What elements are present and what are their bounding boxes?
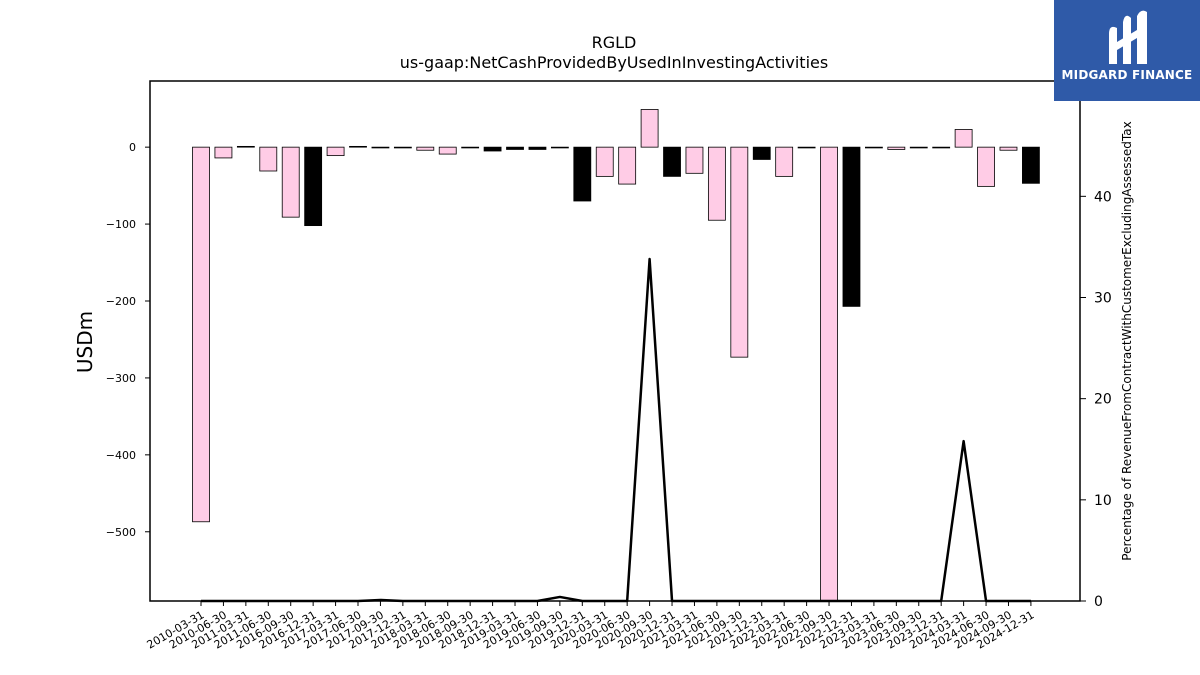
bar	[259, 146, 278, 172]
bar	[506, 146, 524, 150]
bar	[820, 146, 838, 602]
bar	[977, 146, 995, 187]
y-axis-label: USDm	[73, 311, 97, 373]
chart-title: RGLD	[592, 33, 637, 52]
bar	[842, 146, 861, 307]
bar	[349, 145, 367, 148]
y-tick-label: 0	[129, 141, 136, 154]
bar	[416, 146, 435, 151]
y-tick-label: −300	[106, 372, 136, 385]
bar	[663, 146, 681, 177]
bar	[192, 146, 210, 523]
bar	[618, 146, 637, 185]
line-series-group	[201, 257, 1031, 603]
bar	[595, 146, 614, 177]
bar	[573, 146, 592, 202]
bar	[326, 146, 345, 157]
y2-tick-label: 20	[1094, 392, 1112, 408]
y2-tick-label: 40	[1094, 189, 1112, 205]
bar	[865, 146, 883, 149]
bar	[281, 146, 300, 218]
bar	[640, 109, 659, 148]
bar	[775, 146, 794, 177]
y2-tick-label: 10	[1094, 493, 1112, 509]
bar-group	[192, 109, 1040, 602]
bar	[730, 146, 749, 358]
plot-frame	[149, 80, 1081, 602]
bar	[461, 146, 480, 149]
bar	[550, 146, 569, 149]
y2-tick-label: 0	[1094, 594, 1103, 610]
axes-group: 0−100−200−300−400−5000102030402010-03-31…	[106, 80, 1112, 652]
bar	[1022, 146, 1040, 184]
midgard-m-logo-icon	[1109, 10, 1147, 65]
y-tick-label: −100	[106, 218, 136, 231]
logo-text: MIDGARD FINANCE	[1061, 68, 1193, 82]
chart-subtitle: us-gaap:NetCashProvidedByUsedInInvesting…	[400, 53, 828, 72]
bar	[752, 146, 771, 160]
line-series	[201, 257, 1031, 603]
bar	[304, 146, 323, 227]
bar	[528, 146, 547, 150]
y-tick-label: −400	[106, 449, 136, 462]
bar	[932, 146, 951, 149]
bar	[909, 146, 928, 149]
bar	[483, 146, 502, 152]
bar	[438, 146, 457, 155]
bar	[214, 146, 233, 159]
bar	[887, 146, 906, 150]
bar	[797, 146, 816, 149]
bar	[707, 146, 726, 221]
bar	[393, 146, 412, 149]
y2-axis-label: Percentage of RevenueFromContractWithCus…	[1120, 121, 1134, 560]
y2-tick-label: 30	[1094, 290, 1112, 306]
bar	[999, 146, 1018, 151]
y-tick-label: −200	[106, 295, 136, 308]
y-tick-label: −500	[106, 526, 136, 539]
bar	[236, 145, 255, 148]
bar	[371, 146, 390, 149]
bar	[954, 129, 973, 148]
bar	[685, 146, 704, 174]
